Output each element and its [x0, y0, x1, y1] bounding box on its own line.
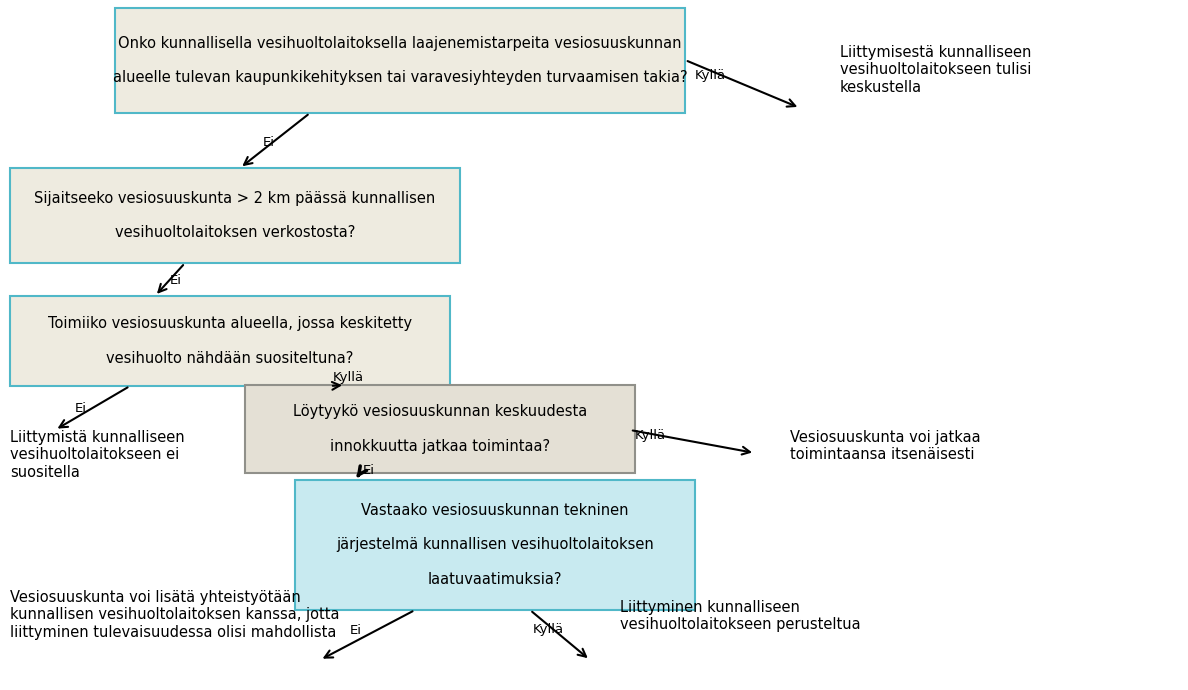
Text: Liittymistä kunnalliseen
vesihuoltolaitokseen ei
suositella: Liittymistä kunnalliseen vesihuoltolaito… — [10, 430, 184, 480]
Text: Kyllä: Kyllä — [636, 429, 666, 442]
Text: Onko kunnallisella vesihuoltolaitoksella laajenemistarpeita vesiosuuskunnan

alu: Onko kunnallisella vesihuoltolaitoksella… — [113, 36, 688, 86]
FancyBboxPatch shape — [10, 168, 460, 263]
Text: Vastaako vesiosuuskunnan tekninen

järjestelmä kunnallisen vesihuoltolaitoksen

: Vastaako vesiosuuskunnan tekninen järjes… — [336, 503, 653, 587]
Text: Ei: Ei — [170, 273, 182, 286]
Text: Liittymisestä kunnalliseen
vesihuoltolaitokseen tulisi
keskustella: Liittymisestä kunnalliseen vesihuoltolai… — [840, 45, 1031, 95]
FancyBboxPatch shape — [245, 385, 636, 473]
Text: Liittyminen kunnalliseen
vesihuoltolaitokseen perusteltua: Liittyminen kunnalliseen vesihuoltolaito… — [620, 600, 860, 633]
Text: Kyllä: Kyllä — [533, 624, 564, 636]
FancyBboxPatch shape — [10, 296, 450, 386]
Text: Toimiiko vesiosuuskunta alueella, jossa keskitetty

vesihuolto nähdään suositelt: Toimiiko vesiosuuskunta alueella, jossa … — [48, 316, 412, 366]
Text: Löytyykö vesiosuuskunnan keskuudesta

innokkuutta jatkaa toimintaa?: Löytyykö vesiosuuskunnan keskuudesta inn… — [293, 404, 587, 454]
Text: Kyllä: Kyllä — [333, 371, 365, 384]
Text: Ei: Ei — [75, 402, 87, 415]
Text: Sijaitseeko vesiosuuskunta > 2 km päässä kunnallisen

vesihuoltolaitoksen verkos: Sijaitseeko vesiosuuskunta > 2 km päässä… — [34, 190, 436, 240]
FancyBboxPatch shape — [115, 8, 685, 113]
FancyBboxPatch shape — [295, 480, 695, 610]
Text: Ei: Ei — [263, 137, 274, 150]
Text: Kyllä: Kyllä — [695, 68, 726, 81]
Text: Vesiosuuskunta voi lisätä yhteistyötään
kunnallisen vesihuoltolaitoksen kanssa, : Vesiosuuskunta voi lisätä yhteistyötään … — [10, 590, 340, 640]
Text: Vesiosuuskunta voi jatkaa
toimintaansa itsenäisesti: Vesiosuuskunta voi jatkaa toimintaansa i… — [790, 430, 980, 462]
Text: Ei: Ei — [364, 464, 375, 477]
Text: Ei: Ei — [350, 624, 362, 636]
